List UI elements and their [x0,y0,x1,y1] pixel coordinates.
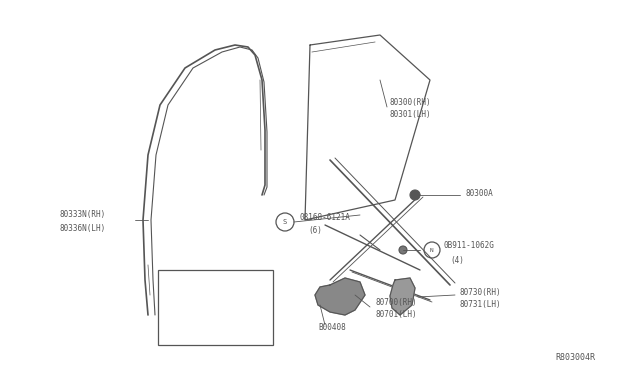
Text: (4): (4) [450,256,464,264]
Text: 08168-6121A: 08168-6121A [300,214,351,222]
Circle shape [175,297,191,313]
Text: S: S [283,219,287,225]
Text: 80300(RH): 80300(RH) [390,97,431,106]
FancyBboxPatch shape [158,270,273,345]
Circle shape [225,305,231,311]
Text: 80700(RH): 80700(RH) [375,298,417,307]
Text: 80760C: 80760C [193,282,218,288]
Text: 80760: 80760 [189,324,211,330]
Text: 80701(LH): 80701(LH) [375,311,417,320]
Text: B00408: B00408 [318,323,346,331]
Circle shape [198,314,206,322]
Text: 0B911-1062G: 0B911-1062G [443,241,494,250]
Text: 80301(LH): 80301(LH) [390,110,431,119]
Text: N: N [430,247,434,253]
Polygon shape [315,278,365,315]
Text: 80730(RH): 80730(RH) [459,288,500,296]
Text: R803004R: R803004R [555,353,595,362]
Polygon shape [390,278,415,315]
Text: 80731(LH): 80731(LH) [459,301,500,310]
Text: 80333N(RH): 80333N(RH) [60,211,106,219]
Text: (6): (6) [308,225,322,234]
Text: 80336N(LH): 80336N(LH) [60,224,106,232]
Text: 80300A: 80300A [465,189,493,198]
Circle shape [399,246,407,254]
Text: MANUAL WINDOW: MANUAL WINDOW [189,337,241,343]
Circle shape [410,190,420,200]
Circle shape [179,301,187,309]
